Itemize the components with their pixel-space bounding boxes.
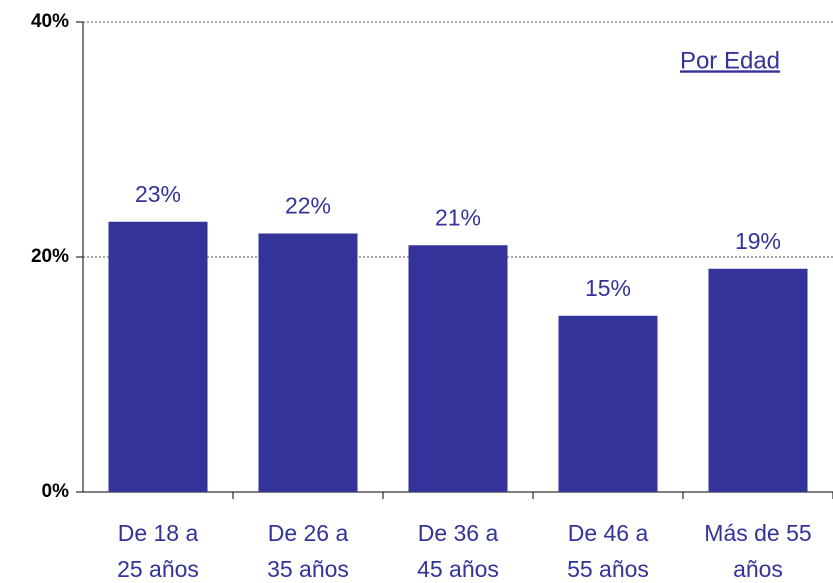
value-label: 23%	[135, 181, 181, 207]
x-tick-label: De 46 a	[568, 520, 649, 546]
value-label: 15%	[585, 275, 631, 301]
bar	[258, 233, 358, 492]
x-tick-label: De 36 a	[418, 520, 499, 546]
value-label: 19%	[735, 228, 781, 254]
bar	[558, 315, 658, 492]
bar	[708, 268, 808, 492]
x-tick-label: 35 años	[267, 556, 349, 582]
y-tick-label: 0%	[42, 481, 70, 502]
value-label: 21%	[435, 204, 481, 230]
bar	[108, 221, 208, 492]
x-tick-label: De 18 a	[118, 520, 199, 546]
x-tick-label: 25 años	[117, 556, 199, 582]
y-tick-label: 20%	[31, 246, 69, 267]
x-tick-label: 45 años	[417, 556, 499, 582]
x-tick-label: años	[733, 556, 783, 582]
bar	[408, 245, 508, 492]
x-tick-label: De 26 a	[268, 520, 349, 546]
y-tick-label: 40%	[31, 11, 69, 32]
x-tick-label: 55 años	[567, 556, 649, 582]
annotation: Por Edad	[680, 47, 780, 74]
value-label: 22%	[285, 193, 331, 219]
x-tick-label: Más de 55	[704, 520, 811, 546]
